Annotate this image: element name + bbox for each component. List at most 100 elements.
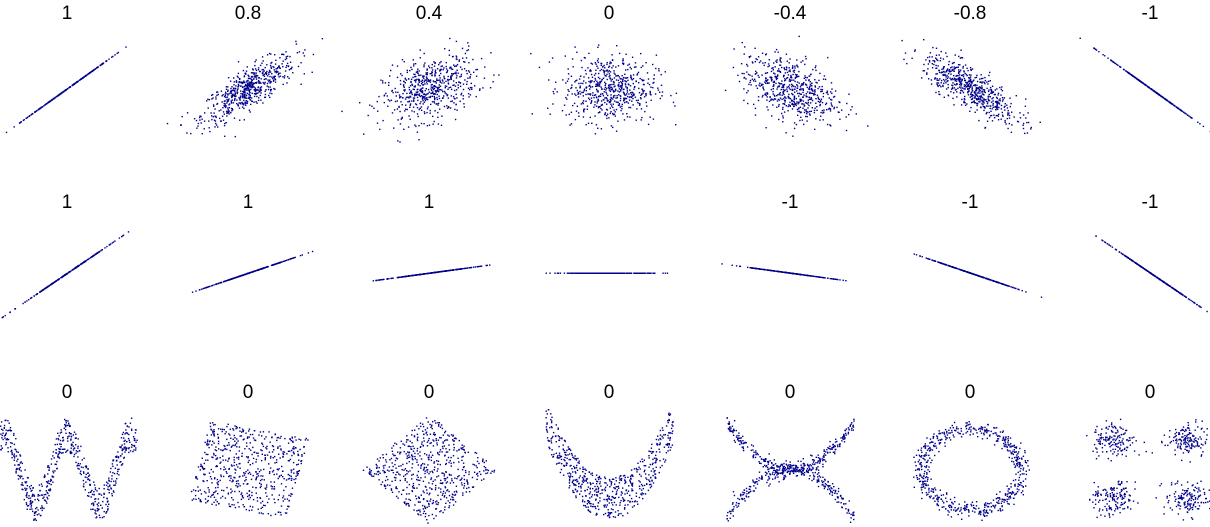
scatter-point bbox=[749, 81, 751, 84]
scatter-point bbox=[400, 96, 402, 98]
scatter-point bbox=[761, 74, 763, 76]
scatter-point bbox=[56, 95, 59, 97]
scatter-point bbox=[939, 60, 942, 62]
scatter-point bbox=[406, 92, 408, 95]
scatter-point bbox=[618, 82, 620, 84]
scatter-point bbox=[980, 106, 982, 109]
scatter-point bbox=[611, 105, 613, 107]
scatter-point bbox=[626, 93, 628, 95]
scatter-point bbox=[825, 103, 827, 106]
scatter-point bbox=[928, 56, 931, 58]
scatter-point bbox=[260, 99, 262, 101]
scatter-point bbox=[597, 82, 599, 84]
scatter-point bbox=[463, 68, 466, 70]
scatter-point bbox=[254, 89, 256, 91]
scatter-point bbox=[419, 102, 421, 105]
scatter-point bbox=[589, 88, 591, 90]
scatter-point bbox=[464, 52, 467, 55]
scatter-point bbox=[948, 63, 950, 66]
scatter-point bbox=[1170, 102, 1173, 105]
scatter-point bbox=[1168, 101, 1170, 103]
scatter-point bbox=[548, 61, 551, 63]
scatter-point bbox=[824, 78, 827, 81]
scatter-point bbox=[272, 76, 275, 78]
scatter-point bbox=[992, 106, 994, 108]
scatter-point bbox=[437, 79, 439, 81]
scatter-point bbox=[245, 97, 248, 99]
scatter-point bbox=[629, 89, 631, 91]
scatter-point bbox=[253, 93, 256, 95]
scatter-point bbox=[447, 75, 449, 78]
scatter-point bbox=[660, 84, 663, 86]
scatter-point bbox=[821, 90, 823, 92]
scatter-point bbox=[764, 72, 767, 75]
scatter-point bbox=[299, 254, 302, 257]
scatter-point bbox=[778, 93, 781, 95]
scatter-point bbox=[426, 93, 428, 95]
scatter-point bbox=[940, 79, 943, 82]
scatter-point bbox=[24, 301, 26, 303]
scatter-point bbox=[1000, 88, 1002, 91]
scatter-point bbox=[623, 92, 626, 94]
scatter-point bbox=[653, 272, 656, 274]
scatter-point bbox=[412, 59, 414, 61]
scatter-point bbox=[595, 63, 597, 65]
scatter-point bbox=[121, 235, 123, 238]
scatter-point bbox=[205, 286, 207, 289]
scatter-point bbox=[408, 115, 410, 117]
scatter-point bbox=[606, 69, 609, 71]
scatter-point bbox=[1152, 89, 1154, 92]
scatter-point bbox=[787, 110, 789, 112]
scatter-point bbox=[942, 58, 945, 60]
scatter-point bbox=[455, 93, 457, 95]
scatter-point bbox=[286, 82, 288, 84]
scatter-point bbox=[798, 102, 800, 104]
scatter-point bbox=[585, 100, 587, 102]
scatter-point bbox=[743, 72, 745, 75]
scatter-point bbox=[85, 260, 87, 262]
scatter-point bbox=[77, 265, 79, 268]
scatter-point bbox=[776, 86, 779, 88]
scatter-point bbox=[266, 82, 269, 85]
scatter-point bbox=[971, 87, 973, 90]
scatter-point bbox=[450, 68, 452, 70]
scatter-point bbox=[604, 81, 606, 84]
scatter-point bbox=[589, 70, 591, 72]
scatter-point bbox=[373, 107, 375, 109]
scatter-point bbox=[968, 77, 971, 79]
scatter-point bbox=[765, 54, 767, 56]
scatter-point bbox=[582, 272, 585, 274]
scatter-point bbox=[768, 59, 770, 61]
scatter-point bbox=[427, 80, 429, 82]
scatter-point bbox=[439, 77, 441, 79]
scatter-point bbox=[988, 99, 990, 101]
scatter-point bbox=[245, 85, 248, 87]
scatter-point bbox=[589, 81, 591, 84]
scatter-point bbox=[51, 98, 54, 101]
scatter-point bbox=[806, 120, 808, 122]
scatter-point bbox=[1177, 107, 1180, 110]
scatter-point bbox=[817, 100, 820, 103]
scatter-point bbox=[599, 80, 601, 83]
scatter-point bbox=[989, 71, 991, 74]
scatter-point bbox=[612, 98, 614, 100]
scatter-point bbox=[994, 89, 996, 91]
scatter-point bbox=[417, 94, 420, 96]
scatter-point bbox=[268, 69, 271, 72]
scatter-point bbox=[598, 272, 600, 274]
scatter-point bbox=[239, 98, 241, 100]
scatter-point bbox=[786, 272, 789, 274]
scatter-point bbox=[765, 79, 767, 81]
scatter-point bbox=[975, 88, 977, 90]
scatter-point bbox=[798, 75, 800, 78]
scatter-point bbox=[778, 99, 781, 101]
scatter-point bbox=[662, 272, 664, 274]
scatter-point bbox=[1025, 117, 1027, 119]
scatter-point bbox=[251, 100, 253, 102]
scatter-point bbox=[948, 60, 950, 63]
scatter-point bbox=[257, 69, 260, 71]
scatter-point bbox=[986, 111, 988, 114]
scatter-point bbox=[425, 94, 427, 96]
scatter-point bbox=[76, 81, 79, 83]
scatter-point bbox=[764, 81, 766, 83]
